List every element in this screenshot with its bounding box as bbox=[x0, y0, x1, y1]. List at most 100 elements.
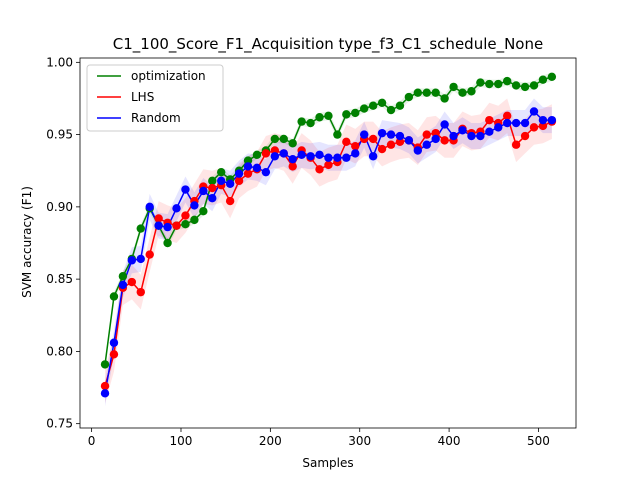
lhs-point bbox=[315, 165, 324, 174]
random-point bbox=[467, 131, 476, 141]
legend: optimization LHS Random bbox=[86, 64, 224, 132]
random-point bbox=[154, 221, 163, 230]
optimization-point bbox=[199, 207, 208, 216]
y-tick-label: 1.00 bbox=[46, 55, 73, 69]
lhs-point bbox=[136, 287, 145, 297]
optimization-point bbox=[368, 101, 378, 110]
lhs-point bbox=[440, 136, 449, 145]
random-point bbox=[199, 186, 208, 196]
lhs-point bbox=[502, 111, 512, 121]
random-point bbox=[422, 140, 431, 149]
x-tick-label: 500 bbox=[527, 434, 550, 448]
lhs-point bbox=[172, 221, 181, 230]
random-point bbox=[386, 130, 396, 139]
random-point bbox=[529, 107, 539, 116]
optimization-point bbox=[386, 105, 396, 115]
optimization-point bbox=[217, 167, 226, 177]
y-tick-label: 0.95 bbox=[46, 128, 73, 142]
random-point bbox=[368, 152, 378, 161]
optimization-point bbox=[449, 82, 458, 92]
lhs-point bbox=[386, 140, 396, 149]
lhs-point bbox=[234, 176, 244, 186]
optimization-point bbox=[511, 81, 521, 90]
lhs-point bbox=[377, 144, 387, 154]
lhs-point bbox=[181, 211, 190, 220]
random-point bbox=[217, 176, 226, 186]
optimization-point bbox=[243, 156, 253, 165]
optimization-point bbox=[324, 111, 333, 121]
random-point bbox=[333, 153, 342, 162]
random-point bbox=[458, 126, 467, 135]
random-point bbox=[404, 136, 414, 145]
lhs-point bbox=[520, 131, 530, 141]
random-point bbox=[172, 204, 181, 213]
lhs-point bbox=[324, 160, 333, 170]
lhs-point bbox=[243, 169, 253, 178]
lhs-point bbox=[485, 115, 494, 125]
optimization-point bbox=[208, 176, 217, 186]
random-point bbox=[324, 153, 333, 162]
lhs-point bbox=[127, 277, 137, 287]
random-point bbox=[377, 128, 387, 138]
random-point bbox=[252, 163, 262, 173]
optimization-point bbox=[502, 76, 512, 86]
optimization-point bbox=[288, 139, 297, 148]
optimization-point bbox=[413, 88, 423, 97]
random-point bbox=[279, 149, 288, 158]
lhs-legend-label: LHS bbox=[131, 90, 154, 104]
lhs-point bbox=[395, 137, 405, 147]
random-point bbox=[395, 131, 405, 141]
lhs-point bbox=[511, 140, 521, 149]
lhs-point bbox=[225, 196, 235, 206]
x-tick-label: 0 bbox=[88, 434, 96, 448]
random-point bbox=[440, 120, 449, 129]
random-point bbox=[511, 118, 521, 128]
optimization-point bbox=[136, 224, 145, 233]
random-point bbox=[538, 115, 548, 125]
optimization-point bbox=[109, 292, 119, 301]
random-legend-label: Random bbox=[131, 111, 181, 125]
optimization-point bbox=[181, 220, 190, 229]
random-point bbox=[431, 134, 440, 144]
random-point bbox=[297, 150, 306, 160]
lhs-point bbox=[154, 214, 163, 223]
y-tick-label: 0.75 bbox=[46, 417, 73, 431]
random-point bbox=[225, 179, 235, 188]
optimization-point bbox=[306, 118, 315, 128]
lhs-point bbox=[538, 121, 548, 131]
lhs-point bbox=[351, 141, 360, 151]
optimization-point bbox=[252, 150, 262, 160]
random-point bbox=[342, 153, 351, 162]
x-tick-label: 300 bbox=[348, 434, 371, 448]
random-point bbox=[449, 131, 458, 141]
optimization-point bbox=[458, 88, 467, 97]
lhs-point bbox=[208, 183, 217, 193]
optimization-point bbox=[520, 82, 530, 92]
x-tick-label: 200 bbox=[259, 434, 282, 448]
optimization-point bbox=[333, 130, 342, 139]
optimization-point bbox=[163, 238, 172, 248]
lhs-point bbox=[431, 128, 440, 138]
optimization-point bbox=[359, 104, 369, 113]
y-axis-ticks: 0.75 0.80 0.85 0.90 0.95 1.00 bbox=[46, 55, 80, 431]
optimization-point bbox=[547, 72, 557, 81]
random-point bbox=[547, 115, 557, 125]
random-point bbox=[485, 127, 494, 136]
x-tick-label: 100 bbox=[170, 434, 193, 448]
random-point bbox=[118, 280, 128, 290]
random-point bbox=[359, 130, 369, 139]
lhs-point bbox=[100, 381, 110, 391]
optimization-point bbox=[100, 360, 110, 369]
random-point bbox=[351, 149, 360, 158]
lhs-point bbox=[270, 146, 280, 155]
random-point bbox=[163, 222, 172, 232]
random-point bbox=[315, 150, 324, 160]
random-point bbox=[181, 185, 190, 194]
random-point bbox=[476, 131, 485, 141]
optimization-point bbox=[270, 134, 280, 144]
optimization-point bbox=[377, 98, 387, 108]
optimization-legend-label: optimization bbox=[131, 69, 206, 83]
random-point bbox=[190, 201, 199, 210]
series-points bbox=[100, 72, 557, 398]
